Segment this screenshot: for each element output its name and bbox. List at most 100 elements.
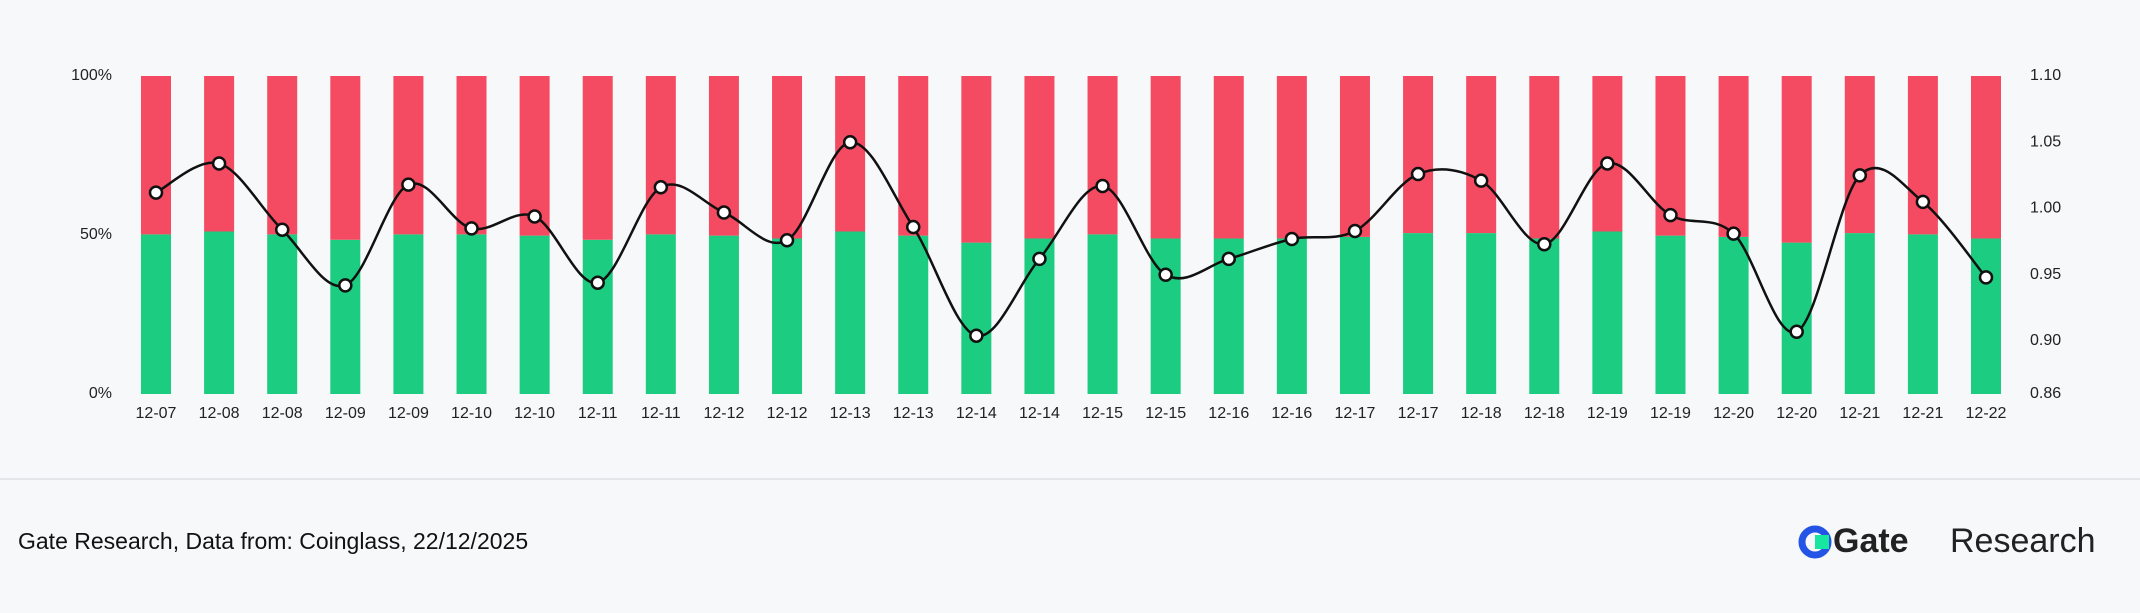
ratio-point bbox=[716, 205, 732, 220]
x-tick-label: 12-08 bbox=[262, 405, 303, 422]
bar-segment bbox=[1339, 236, 1370, 394]
y2-tick-label: 0.95 bbox=[2030, 266, 2061, 283]
bar-segment bbox=[772, 76, 803, 239]
bar-segment bbox=[1971, 76, 2001, 239]
bar-segment bbox=[204, 76, 235, 232]
x-tick-label: 12-16 bbox=[1208, 405, 1249, 422]
ratio-point bbox=[1537, 237, 1552, 252]
bar-segment bbox=[1592, 231, 1623, 394]
ratio-point bbox=[1095, 178, 1110, 194]
ratio-point bbox=[211, 156, 227, 171]
bar-segment bbox=[582, 239, 613, 394]
x-tick-label: 12-09 bbox=[388, 405, 429, 422]
x-tick-label: 12-10 bbox=[514, 405, 555, 422]
y2-tick-label: 0.86 bbox=[2030, 385, 2061, 402]
ratio-point bbox=[1347, 223, 1363, 239]
x-tick-label: 12-17 bbox=[1335, 405, 1376, 422]
y2-tick-label: 0.90 bbox=[2030, 332, 2061, 349]
x-tick-label: 12-21 bbox=[1902, 405, 1943, 422]
ratio-line bbox=[155, 141, 1987, 337]
x-tick-label: 12-14 bbox=[1019, 405, 1060, 422]
ratio-point bbox=[1158, 267, 1173, 282]
x-tick-label: 12-08 bbox=[199, 405, 240, 422]
y2-tick-label: 1.05 bbox=[2030, 133, 2061, 150]
logo: Gate Research bbox=[1798, 522, 2096, 560]
ratio-point bbox=[1221, 251, 1237, 267]
y2-tick-label: 1.10 bbox=[2030, 67, 2061, 84]
bar-segment bbox=[708, 235, 739, 394]
bar-segment bbox=[204, 231, 235, 394]
y2-tick-label: 1.00 bbox=[2030, 200, 2061, 217]
ratio-point bbox=[779, 233, 795, 248]
x-tick-label: 12-18 bbox=[1461, 405, 1502, 422]
source-note: Gate Research, Data from: Coinglass, 22/… bbox=[18, 528, 528, 554]
bar-segment bbox=[1592, 76, 1623, 232]
plot: 0% 50% 100% 0.86 0.90 0.95 1.00 1.05 1.10 12-07 12… bbox=[71, 67, 2061, 422]
ratio-point bbox=[653, 180, 669, 195]
x-tick-label: 12-20 bbox=[1776, 405, 1817, 422]
ratio-point bbox=[1473, 173, 1489, 188]
bar-segment bbox=[772, 238, 803, 394]
bar-segment bbox=[835, 231, 866, 394]
x-tick-label: 12-16 bbox=[1271, 405, 1312, 422]
x-tick-label: 12-09 bbox=[325, 405, 366, 422]
bar-segment bbox=[1150, 238, 1181, 394]
ratio-point bbox=[338, 278, 353, 293]
ratio-point bbox=[401, 177, 416, 192]
x-tick-label: 12-13 bbox=[830, 405, 871, 422]
bar-segment bbox=[1213, 76, 1244, 239]
x-tick-label: 12-10 bbox=[451, 405, 492, 422]
bar-segment bbox=[1529, 76, 1560, 239]
bar-segment bbox=[141, 234, 171, 394]
ratio-point bbox=[1726, 226, 1741, 241]
x-tick-label: 12-15 bbox=[1145, 405, 1186, 422]
bar-segment bbox=[961, 76, 992, 243]
bar-segment bbox=[1844, 233, 1875, 394]
bar-segment bbox=[898, 235, 929, 394]
ratio-point bbox=[464, 221, 479, 236]
bar-segment bbox=[1339, 76, 1370, 237]
ratio-point bbox=[1284, 231, 1300, 247]
bar-segment bbox=[1529, 238, 1560, 394]
ratio-point bbox=[1663, 207, 1678, 223]
bar-segment bbox=[645, 234, 676, 394]
bar-segment bbox=[1466, 76, 1497, 234]
x-tick-label: 12-11 bbox=[578, 405, 618, 422]
bar-segment bbox=[1403, 76, 1434, 234]
bar-segment bbox=[1087, 76, 1118, 235]
bar-segment bbox=[1276, 238, 1307, 394]
bar-segment bbox=[1466, 233, 1497, 394]
bar-segment bbox=[645, 76, 676, 235]
x-tick-label: 12-15 bbox=[1082, 405, 1123, 422]
x-tick-label: 12-12 bbox=[703, 405, 744, 422]
bar-segment bbox=[1781, 76, 1812, 243]
ratio-point bbox=[274, 222, 290, 237]
x-tick-label: 12-18 bbox=[1524, 405, 1565, 422]
bar-segment bbox=[393, 234, 424, 394]
x-tick-label: 12-19 bbox=[1650, 405, 1691, 422]
ratio-point bbox=[1032, 251, 1047, 267]
ratio-point bbox=[969, 328, 984, 343]
x-tick-label: 12-21 bbox=[1839, 405, 1880, 422]
bar-segment bbox=[835, 76, 866, 232]
ratio-point bbox=[905, 219, 921, 235]
bar-segment bbox=[456, 234, 487, 394]
x-tick-label: 12-12 bbox=[767, 405, 808, 422]
y-tick-label: 0% bbox=[89, 385, 112, 402]
logo-icon bbox=[1815, 535, 1829, 549]
ratio-point bbox=[148, 185, 164, 200]
bar-segment bbox=[1844, 76, 1875, 234]
bar-segment bbox=[1655, 235, 1686, 394]
logo-brand: Gate bbox=[1833, 522, 1909, 560]
y-tick-label: 50% bbox=[80, 226, 112, 243]
x-tick-label: 12-22 bbox=[1966, 405, 2007, 422]
ratio-point bbox=[1978, 270, 1994, 285]
ratio-point bbox=[1789, 324, 1804, 339]
x-tick-label: 12-07 bbox=[136, 405, 177, 422]
bar-segment bbox=[1276, 76, 1307, 239]
y-tick-label: 100% bbox=[71, 67, 112, 84]
bar-segment bbox=[141, 76, 171, 235]
bar-segment bbox=[456, 76, 487, 235]
